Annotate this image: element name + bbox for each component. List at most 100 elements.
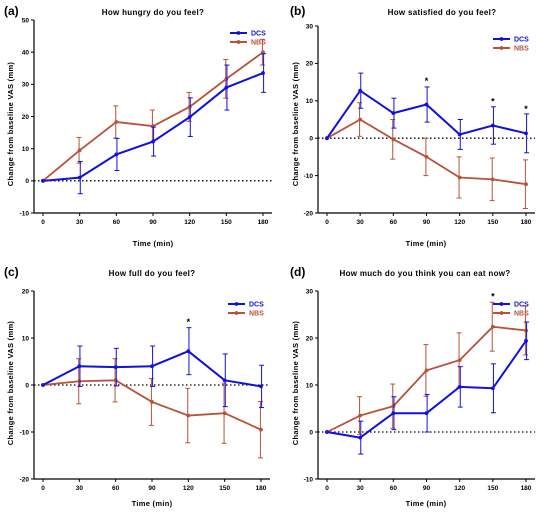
y-tick-label: -20 — [304, 210, 314, 217]
y-tick-label: 20 — [22, 114, 30, 121]
data-point — [325, 430, 329, 434]
x-tick-label: 0 — [41, 485, 45, 492]
data-point — [77, 148, 82, 153]
legend-label-nbs: NBS — [249, 311, 264, 318]
y-tick-label: 10 — [306, 98, 314, 105]
data-point — [457, 358, 462, 362]
x-tick-label: 30 — [357, 219, 365, 226]
y-tick-label: 30 — [306, 288, 314, 295]
significance-marker: * — [187, 317, 191, 327]
y-axis-label: Change from baseline VAS (mm) — [291, 62, 300, 187]
panel-letter: (b) — [290, 4, 305, 18]
x-tick-label: 30 — [76, 485, 84, 492]
significance-marker: * — [524, 104, 528, 114]
x-tick-label: 0 — [325, 485, 329, 492]
series-nbs — [325, 301, 528, 435]
x-tick-label: 30 — [76, 219, 84, 226]
data-point — [391, 411, 396, 416]
data-point — [391, 137, 396, 142]
data-point — [325, 136, 329, 141]
legend-label-dcs: DCS — [514, 37, 529, 44]
y-tick-label: -10 — [304, 476, 314, 483]
y-tick-label: 40 — [22, 49, 30, 56]
data-point — [391, 404, 396, 409]
x-tick-label: 60 — [113, 219, 121, 226]
x-tick-label: 180 — [258, 219, 269, 226]
data-point — [224, 76, 229, 81]
series-line — [326, 325, 527, 433]
y-tick-label: 20 — [306, 335, 314, 342]
y-tick-label: 0 — [25, 178, 29, 185]
x-axis-label: Time (min) — [133, 239, 174, 248]
legend-label-nbs: NBS — [514, 311, 529, 318]
data-point — [222, 378, 227, 383]
x-tick-label: 0 — [41, 219, 45, 226]
y-axis-label: Change from baseline VAS (mm) — [291, 321, 300, 446]
x-axis-label: Time (min) — [406, 499, 447, 508]
y-tick-label: -10 — [20, 429, 30, 436]
y-tick-label: 0 — [309, 429, 313, 436]
y-tick-label: 10 — [22, 335, 30, 342]
legend-marker-nbs — [234, 311, 239, 315]
x-axis-label: Time (min) — [132, 499, 173, 508]
x-tick-label: 90 — [423, 219, 431, 226]
series-line — [42, 379, 262, 431]
data-point — [187, 104, 192, 109]
x-tick-label: 90 — [149, 219, 157, 226]
data-point — [524, 182, 528, 187]
data-point — [224, 85, 229, 90]
data-point — [77, 379, 82, 384]
data-point — [114, 152, 119, 157]
data-point — [41, 383, 45, 387]
x-tick-label: 60 — [390, 485, 398, 492]
data-point — [490, 386, 495, 391]
panel-letter: (d) — [290, 265, 305, 279]
x-axis-label: Time (min) — [406, 239, 447, 248]
data-point — [358, 88, 363, 93]
y-tick-label: 10 — [22, 146, 30, 153]
legend-marker-nbs — [499, 311, 504, 315]
data-point — [457, 384, 462, 389]
series-line — [326, 340, 527, 439]
legend-marker-nbs — [499, 46, 504, 50]
series-line — [326, 118, 527, 186]
data-point — [222, 411, 227, 416]
chart-panel-eat-now: (d) How much do you think you can eat no… — [290, 265, 535, 508]
x-tick-label: 150 — [221, 219, 232, 226]
legend-marker-dcs — [499, 37, 504, 41]
x-tick-label: 180 — [521, 219, 532, 226]
panel-letter: (c) — [4, 265, 19, 279]
legend-marker-dcs — [236, 31, 241, 35]
y-tick-label: 20 — [306, 61, 314, 68]
y-tick-label: -10 — [20, 210, 30, 217]
chart-title: How hungry do you feel? — [102, 8, 204, 17]
series-dcs — [41, 53, 267, 195]
series-dcs — [325, 321, 530, 455]
chart-title: How full do you feel? — [109, 269, 196, 278]
y-axis-label: Change from baseline VAS (mm) — [6, 321, 15, 446]
chart-panel-hungry: (a) How hungry do you feel? Change from … — [4, 4, 272, 248]
data-point — [113, 378, 118, 383]
y-tick-label: 30 — [22, 82, 30, 89]
y-tick-label: 50 — [22, 17, 30, 24]
legend-label-dcs: DCS — [251, 31, 266, 38]
x-tick-label: 120 — [454, 485, 465, 492]
legend-label-dcs: DCS — [514, 302, 529, 309]
data-point — [424, 102, 429, 107]
data-point — [114, 120, 119, 124]
series-nbs — [41, 38, 265, 183]
plot-area: -20 -10 0 10 20 0 30 60 90 120 150 180 * DCS NBS — [20, 288, 270, 492]
data-point — [41, 178, 45, 183]
chart-title: How much do you think you can eat now? — [340, 269, 511, 278]
data-point — [150, 364, 154, 369]
legend: DCS NBS — [493, 37, 529, 53]
significance-marker: * — [491, 291, 495, 301]
data-point — [524, 328, 528, 333]
data-point — [424, 411, 429, 416]
legend-marker-dcs — [499, 302, 504, 306]
data-point — [457, 175, 462, 180]
data-point — [113, 365, 118, 370]
x-tick-label: 120 — [184, 219, 195, 226]
series-nbs — [41, 358, 263, 459]
data-point — [490, 123, 495, 128]
